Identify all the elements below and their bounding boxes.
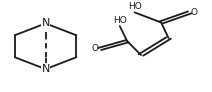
Text: HO: HO [113,16,127,25]
Text: N: N [41,64,50,74]
Text: HO: HO [128,2,141,12]
Text: N: N [41,18,50,28]
Text: O: O [191,8,198,17]
Text: O: O [92,45,99,53]
